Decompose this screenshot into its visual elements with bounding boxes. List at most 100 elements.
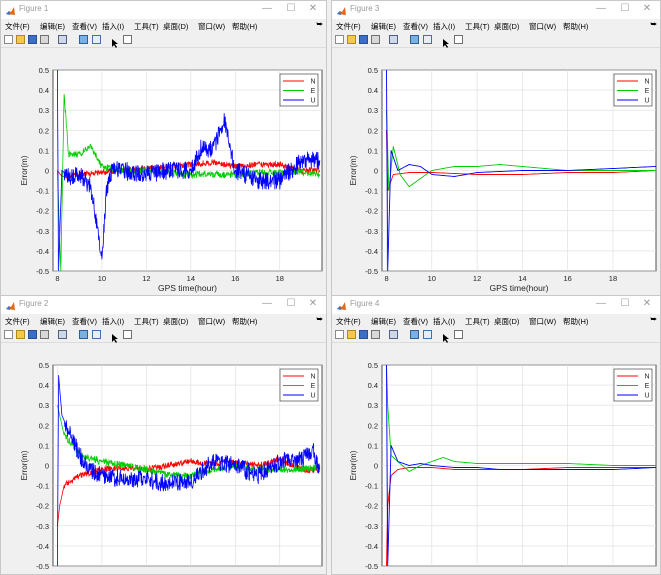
colorbar-icon[interactable] [410, 35, 419, 44]
title-bar[interactable]: Figure 1 — ☐ ✕ [1, 1, 326, 19]
figure-window[interactable]: Figure 3 — ☐ ✕ 文件(F) 编辑(E) 查看(V) 插入(I) 工具(T) 桌面(D… [331, 0, 661, 297]
legend-icon[interactable] [423, 330, 432, 339]
legend[interactable]: NEU [279, 73, 319, 107]
print-preview-icon[interactable] [389, 35, 398, 44]
open-file-icon[interactable] [16, 330, 25, 339]
menu-item[interactable]: 编辑(E) [371, 317, 396, 326]
colorbar-icon[interactable] [79, 330, 88, 339]
menu-item[interactable]: 帮助(H) [232, 22, 258, 31]
legend-icon[interactable] [92, 35, 101, 44]
y-tick-label: 0.4 [368, 86, 378, 95]
menu-item[interactable]: 工具(T) [465, 22, 490, 31]
print-icon[interactable] [371, 35, 380, 44]
open-file-icon[interactable] [16, 35, 25, 44]
menu-item[interactable]: 窗口(W) [529, 22, 557, 31]
menu-item[interactable]: 窗口(W) [529, 317, 557, 326]
menu-item[interactable]: 窗口(W) [198, 317, 226, 326]
new-figure-icon[interactable] [4, 35, 13, 44]
save-icon[interactable] [359, 330, 368, 339]
legend-icon[interactable] [423, 35, 432, 44]
maximize-icon[interactable]: ☐ [620, 298, 630, 309]
save-icon[interactable] [359, 35, 368, 44]
new-figure-icon[interactable] [4, 330, 13, 339]
data-cursor-icon[interactable] [454, 330, 463, 339]
menu-overflow-icon[interactable]: ⮩ [650, 21, 657, 28]
menu-item[interactable]: 文件(F) [336, 317, 361, 326]
maximize-icon[interactable]: ☐ [286, 298, 296, 309]
print-icon[interactable] [371, 330, 380, 339]
y-tick-label: -0.1 [36, 482, 49, 491]
menu-item[interactable]: 编辑(E) [40, 317, 65, 326]
menu-item[interactable]: 查看(V) [403, 22, 428, 31]
open-file-icon[interactable] [347, 330, 356, 339]
menu-item[interactable]: 插入(I) [102, 22, 125, 31]
menu-overflow-icon[interactable]: ⮩ [650, 316, 657, 323]
minimize-icon[interactable]: — [262, 298, 272, 309]
print-icon[interactable] [40, 330, 49, 339]
arrow-pointer-icon[interactable] [111, 35, 120, 48]
menu-bar: 文件(F) 编辑(E) 查看(V) 插入(I) 工具(T) 桌面(D) 窗口(W) 帮助(H)… [1, 19, 326, 33]
menu-item[interactable]: 插入(I) [433, 317, 456, 326]
close-icon[interactable]: ✕ [308, 298, 318, 309]
menu-overflow-icon[interactable]: ⮩ [316, 316, 323, 323]
minimize-icon[interactable]: — [596, 298, 606, 309]
figure-window[interactable]: Figure 1 — ☐ ✕ 文件(F) 编辑(E) 查看(V) 插入(I) 工具(T) 桌面(D… [0, 0, 327, 297]
arrow-pointer-icon[interactable] [442, 330, 451, 343]
save-icon[interactable] [28, 35, 37, 44]
print-preview-icon[interactable] [58, 35, 67, 44]
new-figure-icon[interactable] [335, 330, 344, 339]
menu-item[interactable]: 文件(F) [5, 22, 30, 31]
menu-item[interactable]: 窗口(W) [198, 22, 226, 31]
title-bar[interactable]: Figure 4 — ☐ ✕ [332, 296, 660, 314]
close-icon[interactable]: ✕ [308, 3, 318, 14]
title-bar[interactable]: Figure 3 — ☐ ✕ [332, 1, 660, 19]
menu-item[interactable]: 帮助(H) [563, 22, 589, 31]
menu-item[interactable]: 查看(V) [72, 22, 97, 31]
arrow-pointer-icon[interactable] [442, 35, 451, 48]
y-tick-label: -0.1 [36, 187, 49, 196]
menu-item[interactable]: 查看(V) [72, 317, 97, 326]
figure-window[interactable]: Figure 2 — ☐ ✕ 文件(F) 编辑(E) 查看(V) 插入(I) 工具(T) 桌面(D… [0, 295, 327, 575]
menu-item[interactable]: 插入(I) [102, 317, 125, 326]
colorbar-icon[interactable] [410, 330, 419, 339]
menu-item[interactable]: 文件(F) [336, 22, 361, 31]
figure-window[interactable]: Figure 4 — ☐ ✕ 文件(F) 编辑(E) 查看(V) 插入(I) 工具(T) 桌面(D… [331, 295, 661, 575]
menu-item[interactable]: 桌面(D) [163, 22, 189, 31]
title-bar[interactable]: Figure 2 — ☐ ✕ [1, 296, 326, 314]
menu-item[interactable]: 桌面(D) [494, 22, 520, 31]
maximize-icon[interactable]: ☐ [286, 3, 296, 14]
legend[interactable]: NEU [279, 368, 319, 402]
menu-overflow-icon[interactable]: ⮩ [316, 21, 323, 28]
legend-icon[interactable] [92, 330, 101, 339]
minimize-icon[interactable]: — [262, 3, 272, 14]
menu-item[interactable]: 桌面(D) [163, 317, 189, 326]
colorbar-icon[interactable] [79, 35, 88, 44]
data-cursor-icon[interactable] [123, 330, 132, 339]
legend[interactable]: NEU [613, 368, 653, 402]
menu-item[interactable]: 工具(T) [134, 22, 159, 31]
data-cursor-icon[interactable] [123, 35, 132, 44]
legend[interactable]: NEU [613, 73, 653, 107]
menu-item[interactable]: 桌面(D) [494, 317, 520, 326]
open-file-icon[interactable] [347, 35, 356, 44]
menu-item[interactable]: 帮助(H) [232, 317, 258, 326]
menu-item[interactable]: 编辑(E) [40, 22, 65, 31]
print-preview-icon[interactable] [389, 330, 398, 339]
new-figure-icon[interactable] [335, 35, 344, 44]
print-icon[interactable] [40, 35, 49, 44]
save-icon[interactable] [28, 330, 37, 339]
maximize-icon[interactable]: ☐ [620, 3, 630, 14]
menu-item[interactable]: 工具(T) [134, 317, 159, 326]
arrow-pointer-icon[interactable] [111, 330, 120, 343]
menu-item[interactable]: 工具(T) [465, 317, 490, 326]
minimize-icon[interactable]: — [596, 3, 606, 14]
menu-item[interactable]: 插入(I) [433, 22, 456, 31]
close-icon[interactable]: ✕ [642, 298, 652, 309]
print-preview-icon[interactable] [58, 330, 67, 339]
menu-item[interactable]: 文件(F) [5, 317, 30, 326]
menu-item[interactable]: 查看(V) [403, 317, 428, 326]
menu-item[interactable]: 帮助(H) [563, 317, 589, 326]
close-icon[interactable]: ✕ [642, 3, 652, 14]
data-cursor-icon[interactable] [454, 35, 463, 44]
menu-item[interactable]: 编辑(E) [371, 22, 396, 31]
